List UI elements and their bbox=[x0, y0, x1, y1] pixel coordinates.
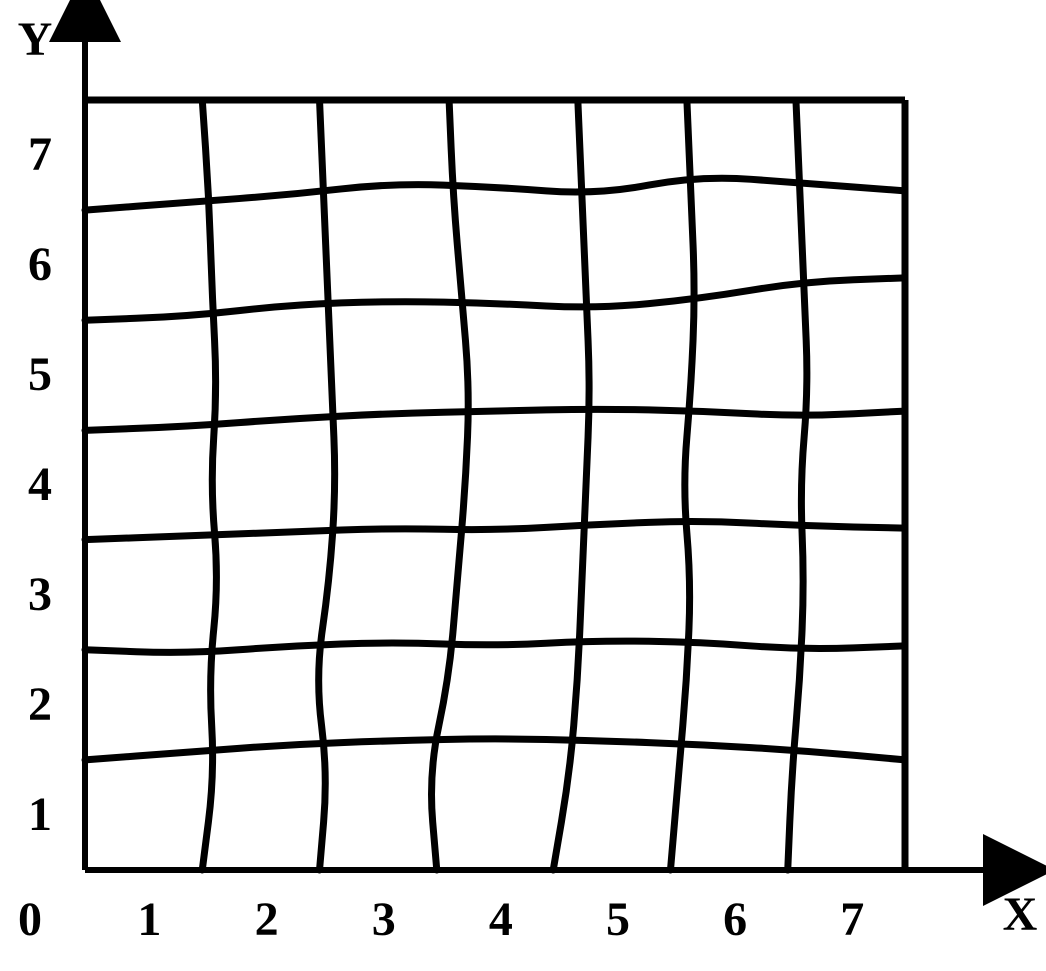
y-tick-2: 2 bbox=[28, 678, 52, 731]
y-tick-5: 5 bbox=[28, 348, 52, 401]
x-tick-0: 0 bbox=[18, 893, 42, 946]
y-tick-1: 1 bbox=[28, 788, 52, 841]
background bbox=[0, 0, 1046, 971]
x-tick-1: 1 bbox=[137, 893, 161, 946]
x-tick-6: 6 bbox=[723, 893, 747, 946]
x-axis-label: X bbox=[1003, 888, 1038, 941]
y-axis-label: Y bbox=[18, 13, 53, 66]
y-tick-4: 4 bbox=[28, 458, 52, 511]
x-tick-3: 3 bbox=[372, 893, 396, 946]
distorted-grid-diagram: Y X 0 1 2 3 4 5 6 7 1 2 3 4 5 6 7 bbox=[0, 0, 1046, 971]
x-tick-5: 5 bbox=[606, 893, 630, 946]
y-tick-7: 7 bbox=[28, 128, 52, 181]
y-tick-3: 3 bbox=[28, 568, 52, 621]
y-tick-6: 6 bbox=[28, 238, 52, 291]
x-tick-2: 2 bbox=[255, 893, 279, 946]
x-tick-7: 7 bbox=[840, 893, 864, 946]
x-tick-4: 4 bbox=[489, 893, 513, 946]
